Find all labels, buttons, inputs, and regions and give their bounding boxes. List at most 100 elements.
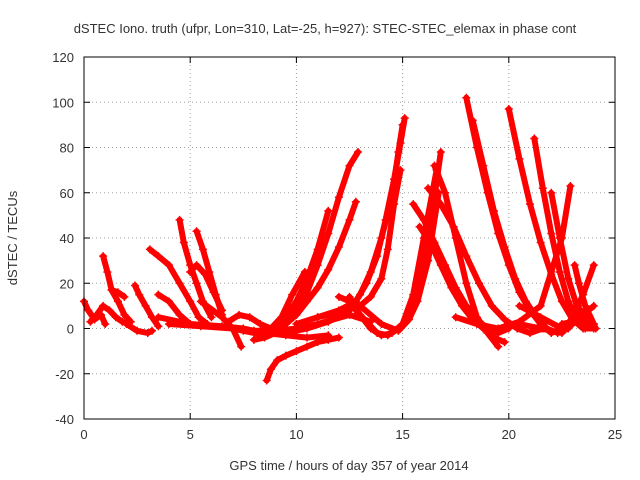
data-point: [538, 184, 547, 193]
data-point: [281, 319, 290, 328]
data-point: [413, 297, 422, 306]
data-point: [122, 319, 131, 328]
data-point: [356, 310, 365, 319]
data-point: [111, 313, 120, 322]
data-point: [504, 105, 513, 114]
data-point: [164, 319, 173, 328]
data-point: [441, 188, 450, 197]
data-point: [345, 215, 354, 224]
x-tick-label: 20: [502, 427, 516, 442]
data-point: [447, 283, 456, 292]
data-point: [589, 319, 598, 328]
data-point: [192, 227, 201, 236]
series-trace: [425, 185, 546, 336]
data-point: [334, 333, 343, 342]
data-series: [313, 166, 405, 322]
y-tick-label: 120: [52, 50, 74, 65]
data-point: [179, 238, 188, 247]
data-point: [334, 243, 343, 252]
data-point: [262, 376, 271, 385]
data-point: [334, 292, 343, 301]
data-point: [92, 310, 101, 319]
chart-title: dSTEC Iono. truth (ufpr, Lon=310, Lat=-2…: [74, 21, 577, 36]
data-point: [186, 297, 195, 306]
data-point: [366, 292, 375, 301]
data-point: [303, 288, 312, 297]
data-point: [494, 324, 503, 333]
data-point: [99, 252, 108, 261]
data-point: [192, 279, 201, 288]
tick-layer: [83, 56, 616, 420]
data-point: [120, 292, 129, 301]
data-point: [334, 308, 343, 317]
data-point: [394, 326, 403, 335]
data-point: [475, 279, 484, 288]
data-point: [164, 261, 173, 270]
data-point: [196, 297, 205, 306]
data-point: [536, 238, 545, 247]
data-point: [353, 148, 362, 157]
data-point: [409, 200, 418, 209]
data-point: [313, 283, 322, 292]
data-point: [557, 319, 566, 328]
series-trace: [571, 262, 597, 327]
data-point: [249, 335, 258, 344]
data-point: [313, 261, 322, 270]
data-point: [120, 310, 129, 319]
series-trace: [548, 189, 597, 332]
data-point: [292, 310, 301, 319]
data-point: [383, 245, 392, 254]
data-point: [101, 319, 110, 328]
data-point: [483, 329, 492, 338]
data-point: [515, 301, 524, 310]
series-trace: [314, 167, 404, 321]
data-point: [113, 297, 122, 306]
data-point: [472, 319, 481, 328]
data-point: [479, 161, 488, 170]
data-point: [303, 297, 312, 306]
data-point: [581, 301, 590, 310]
data-point: [536, 301, 545, 310]
x-tick-label: 0: [80, 427, 87, 442]
data-point: [521, 297, 530, 306]
series-layer: [80, 93, 600, 385]
data-point: [239, 326, 248, 335]
data-point: [381, 215, 390, 224]
data-point: [133, 326, 142, 335]
data-point: [201, 270, 210, 279]
plot-frame: [83, 56, 616, 420]
y-tick-label: 60: [60, 186, 74, 201]
data-point: [530, 134, 539, 143]
data-point: [324, 206, 333, 215]
data-point: [281, 351, 290, 360]
data-point: [494, 342, 503, 351]
data-point: [526, 329, 535, 338]
data-point: [568, 317, 577, 326]
data-point: [574, 279, 583, 288]
y-tick-label: 100: [52, 95, 74, 110]
data-point: [154, 322, 163, 331]
data-point: [147, 326, 156, 335]
x-axis-label: GPS time / hours of day 357 of year 2014: [229, 458, 468, 473]
y-tick-label: 0: [67, 322, 74, 337]
data-point: [175, 310, 184, 319]
data-point: [547, 267, 556, 276]
series-trace: [410, 201, 512, 336]
data-point: [557, 234, 566, 242]
data-point: [515, 154, 524, 163]
data-point: [154, 313, 163, 322]
data-point: [424, 184, 433, 193]
series-trace: [335, 189, 442, 334]
data-point: [345, 161, 354, 170]
data-point: [536, 313, 545, 322]
data-point: [224, 317, 233, 326]
series-trace: [155, 291, 194, 327]
data-point: [419, 215, 428, 224]
data-point: [579, 310, 588, 319]
data-point: [292, 347, 301, 356]
data-point: [303, 342, 312, 351]
data-point: [271, 329, 280, 338]
data-point: [362, 279, 371, 288]
grid-layer: [84, 57, 615, 419]
